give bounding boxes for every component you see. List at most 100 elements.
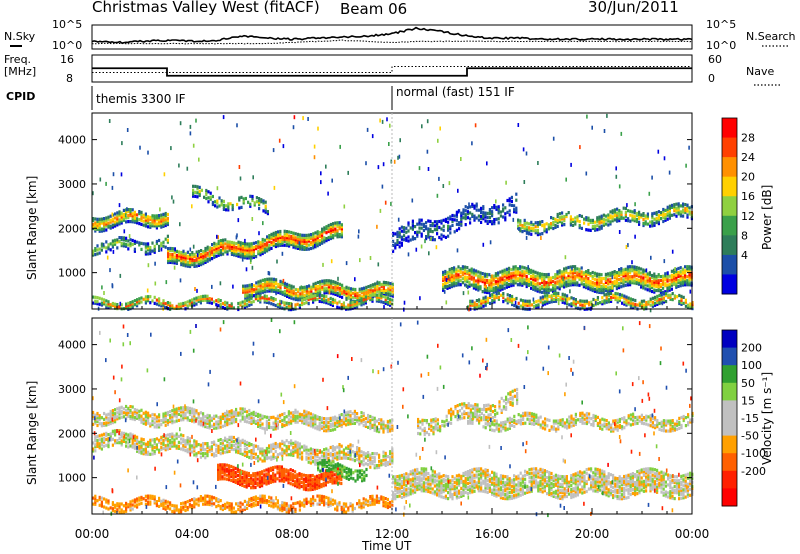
heatmap-cell [107,422,110,426]
heatmap-cell [323,421,326,425]
heatmap-cell [221,451,224,455]
heatmap-cell [167,260,170,265]
heatmap-cell [640,271,643,275]
heatmap-cell [204,250,207,254]
heatmap-cell [266,210,269,214]
heatmap-cell [545,287,548,291]
heatmap-speckle [689,289,692,294]
heatmap-speckle [331,178,333,183]
heatmap-cell [226,421,229,425]
heatmap-cell [508,274,511,278]
heatmap-cell [547,278,550,283]
heatmap-cell [323,423,326,427]
heatmap-cell [241,247,244,251]
heatmap-cell [274,303,277,308]
heatmap-cell [228,445,231,449]
heatmap-cell [321,241,324,245]
heatmap-cell [673,274,676,278]
heatmap-cell [668,212,671,216]
heatmap-cell [118,408,121,412]
heatmap-cell [239,243,242,247]
heatmap-cell [475,285,478,289]
heatmap-cell [495,291,498,296]
heatmap-cell [144,301,147,305]
heatmap-cell [259,449,262,453]
heatmap-cell [277,284,280,289]
heatmap-cell [268,289,271,293]
heatmap-cell [204,296,207,300]
heatmap-cell [541,278,544,282]
heatmap-cell [140,408,143,412]
heatmap-cell [197,257,200,262]
heatmap-cell [180,433,183,437]
heatmap-cell [505,271,508,275]
heatmap-cell [217,253,220,257]
heatmap-cell [275,286,278,290]
heatmap-cell [554,275,557,279]
heatmap-cell [166,412,169,417]
heatmap-cell [254,295,257,299]
heatmap-cell [510,284,513,288]
heatmap-cell [640,281,643,285]
heatmap-cell [556,214,559,219]
heatmap-cell [178,256,181,260]
heatmap-cell [111,437,114,441]
heatmap-cell [325,287,328,291]
heatmap-cell [321,231,324,235]
heatmap-cell [129,405,132,409]
heatmap-cell [140,296,143,300]
heatmap-cell [206,444,209,448]
heatmap-cell [550,216,553,220]
heatmap-cell [539,232,542,236]
heatmap-cell [635,269,638,274]
heatmap-cell [369,418,372,423]
heatmap-cell [340,418,343,423]
heatmap-cell [133,299,136,303]
heatmap-cell [206,247,209,251]
heatmap-cell [440,227,443,231]
heatmap-cell [252,449,255,453]
heatmap-cell [153,451,156,456]
heatmap-cell [122,238,125,242]
heatmap-cell [248,408,251,413]
heatmap-cell [98,438,101,442]
heatmap-cell [508,284,511,288]
heatmap-cell [303,411,306,415]
heatmap-cell [364,295,367,299]
heatmap-cell [569,223,572,227]
heatmap-cell [596,288,599,292]
heatmap-cell [558,275,561,279]
heatmap-cell [479,279,482,283]
heatmap-cell [493,218,496,222]
heatmap-cell [122,216,125,220]
heatmap-cell [230,252,233,256]
heatmap-cell [475,202,478,206]
heatmap-cell [552,283,555,288]
heatmap-cell [252,418,255,422]
heatmap-cell [321,239,324,243]
heatmap-cell [682,301,685,305]
heatmap-cell [536,275,539,279]
heatmap-cell [360,299,363,303]
heatmap-cell [336,420,339,424]
heatmap-cell [217,438,220,442]
heatmap-cell [475,208,478,212]
heatmap-cell [258,203,261,207]
heatmap-speckle [603,300,606,305]
heatmap-cell [615,281,618,285]
heatmap-cell [270,232,273,236]
heatmap-cell [497,211,500,215]
heatmap-cell [118,220,121,224]
heatmap-cell [538,272,541,276]
heatmap-cell [646,284,649,288]
heatmap-cell [591,218,594,222]
heatmap-speckle [320,180,322,185]
heatmap-cell [171,249,174,253]
heatmap-cell [682,204,685,208]
heatmap-cell [219,251,222,255]
heatmap-cell [497,291,500,295]
heatmap-cell [198,193,201,197]
heatmap-cell [218,196,221,200]
heatmap-cell [620,271,623,275]
heatmap-cell [631,277,634,281]
